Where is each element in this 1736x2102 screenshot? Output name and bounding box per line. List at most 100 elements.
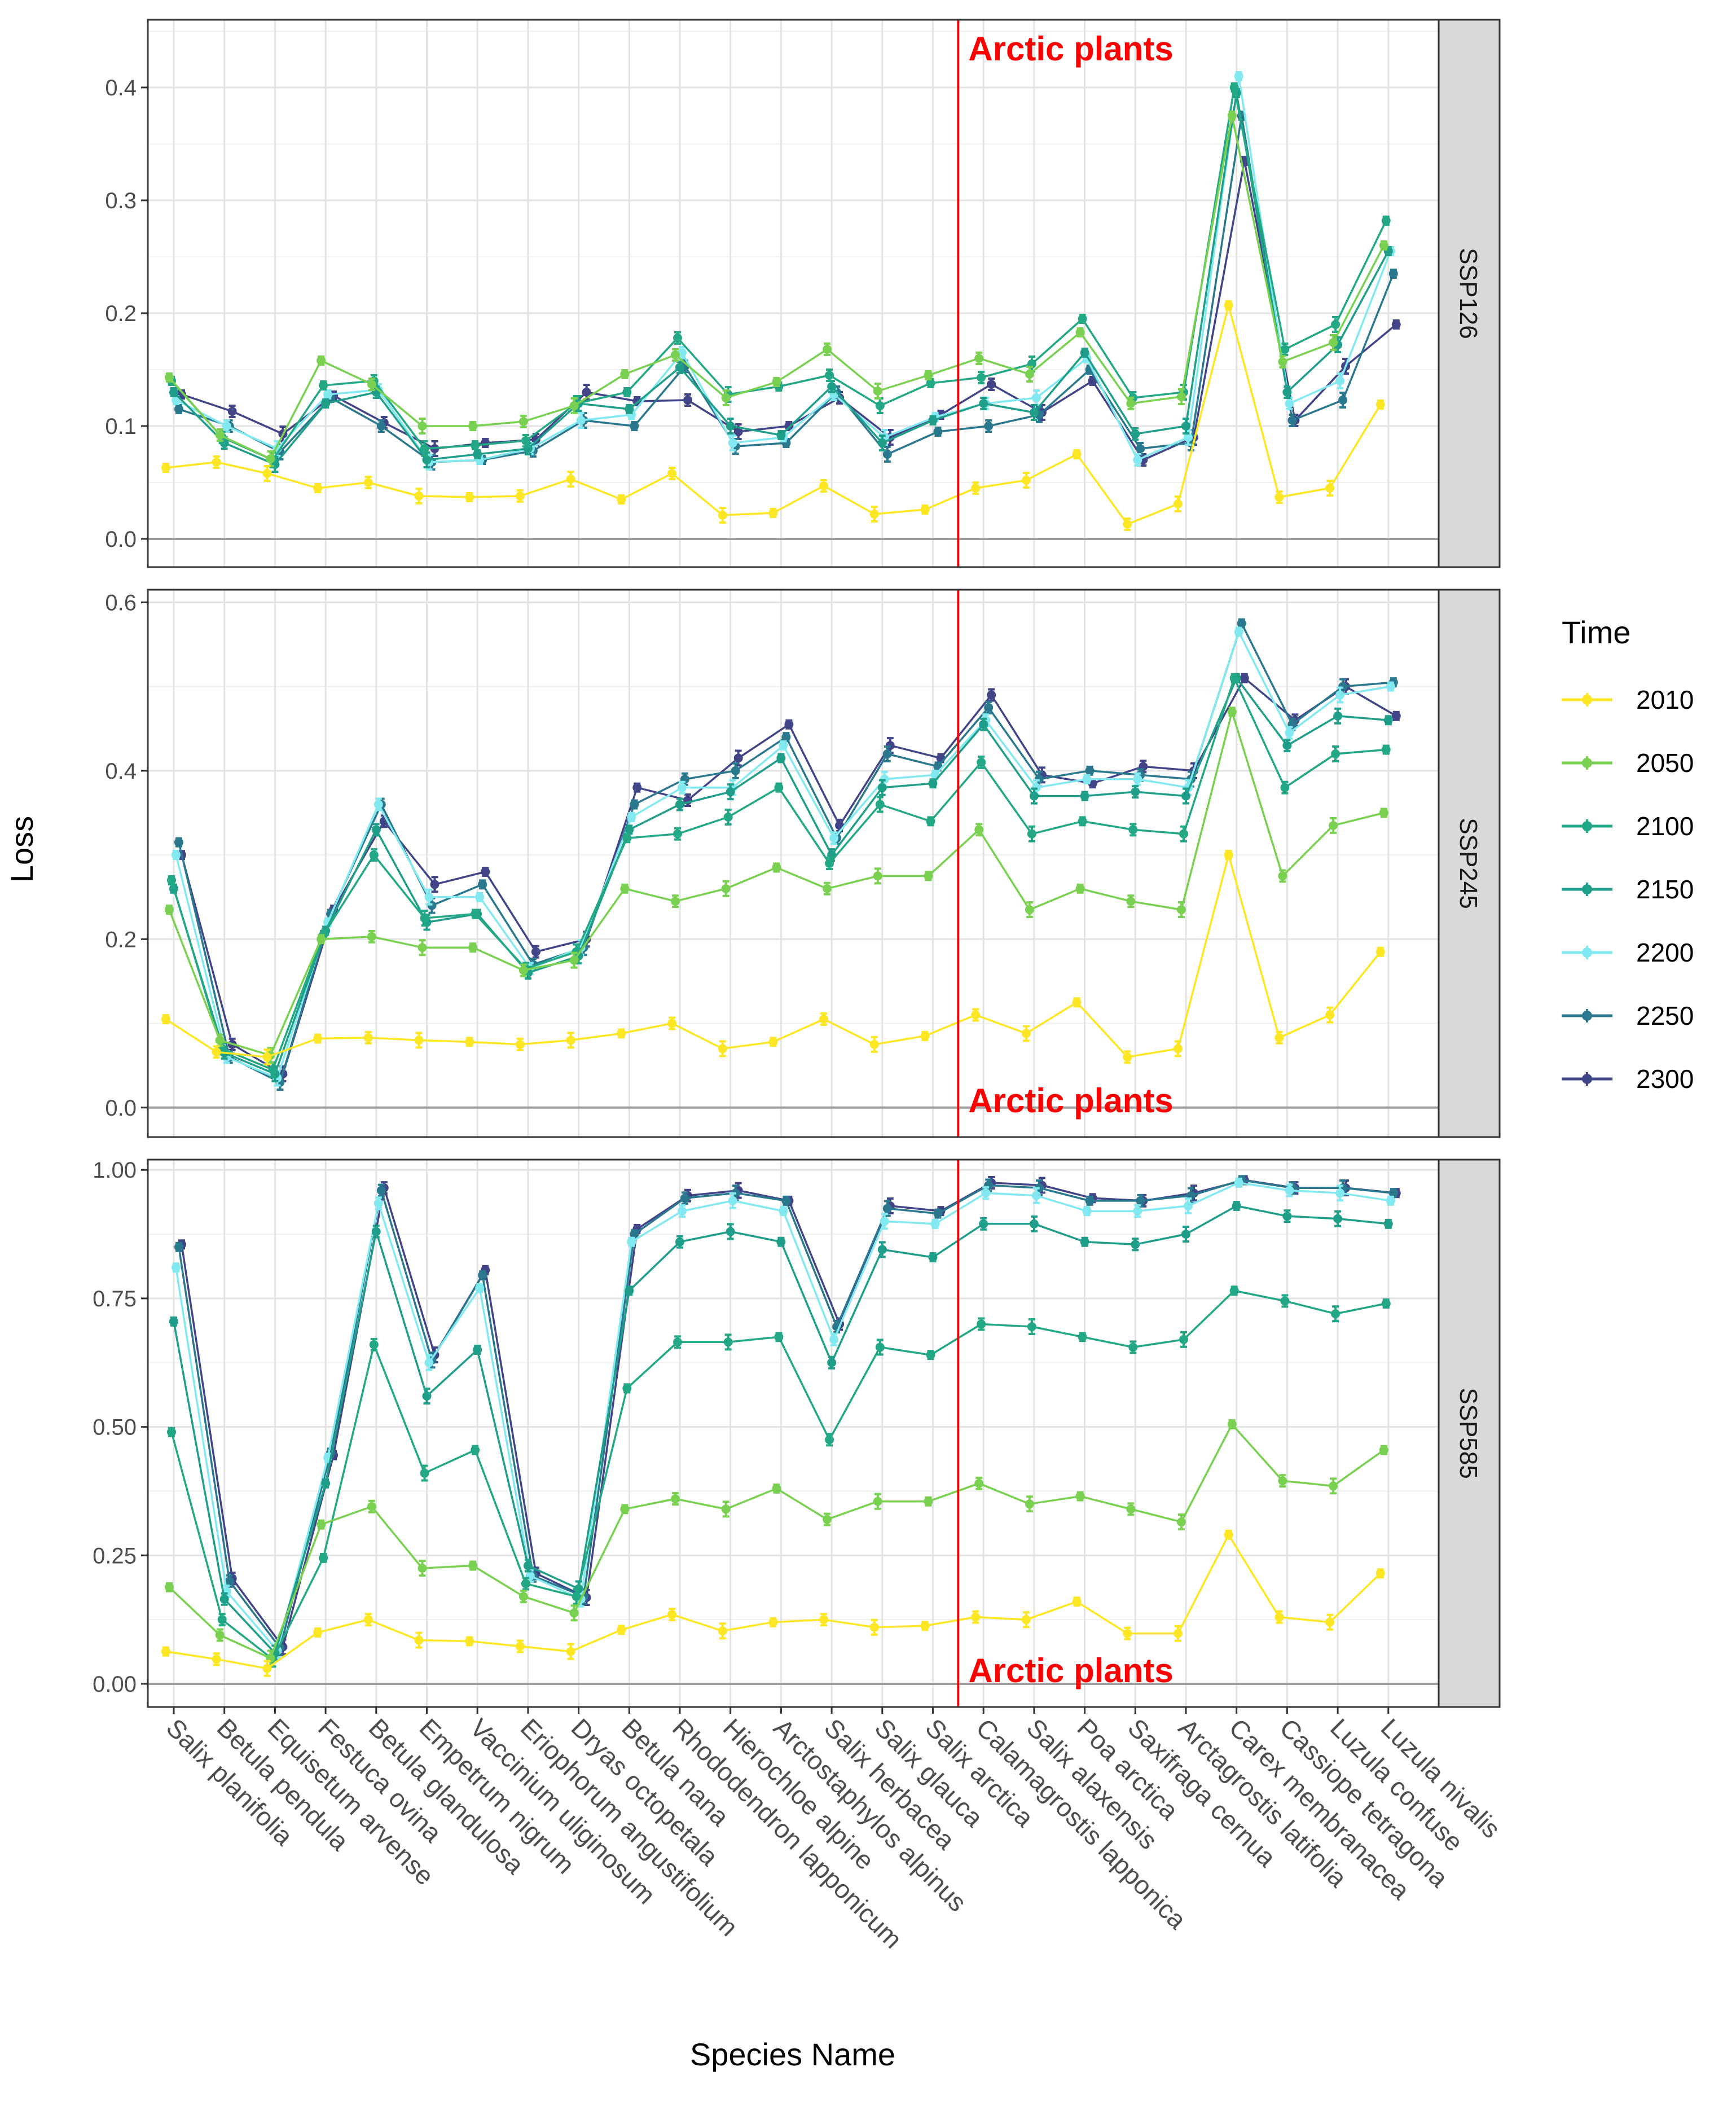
- data-point: [1085, 1196, 1095, 1205]
- data-point: [212, 458, 221, 467]
- data-point: [518, 417, 528, 426]
- data-point: [1123, 520, 1132, 529]
- data-point: [1282, 388, 1292, 397]
- data-point: [420, 444, 429, 453]
- data-point: [1282, 1212, 1292, 1221]
- data-point: [1184, 1201, 1193, 1210]
- data-point: [468, 422, 478, 431]
- data-point: [161, 1647, 170, 1656]
- data-point: [1383, 716, 1393, 725]
- data-point: [1136, 1196, 1145, 1205]
- data-point: [1274, 493, 1284, 502]
- data-point: [1331, 320, 1341, 329]
- data-point: [675, 363, 684, 372]
- data-point: [317, 934, 326, 944]
- panel-ssp245: 0.0 0.2 0.4 0.6 Arctic plants SSP245: [105, 589, 1501, 1138]
- data-point: [319, 381, 328, 390]
- data-point: [1078, 817, 1087, 826]
- y-tick-label: 0.2: [105, 301, 137, 326]
- legend-key-point: [1582, 695, 1592, 705]
- data-point: [566, 1647, 575, 1656]
- data-point: [977, 757, 986, 767]
- data-point: [169, 388, 178, 397]
- data-point: [971, 1010, 981, 1020]
- data-point: [1131, 1240, 1140, 1249]
- data-point: [774, 783, 784, 792]
- data-point: [518, 966, 528, 975]
- arctic-plants-label: Arctic plants: [968, 1082, 1173, 1120]
- data-point: [414, 1035, 424, 1045]
- data-point: [1278, 871, 1287, 881]
- data-point: [569, 1608, 579, 1618]
- data-point: [219, 1594, 229, 1604]
- data-point: [1080, 1237, 1089, 1247]
- data-point: [877, 783, 887, 792]
- legend-item-2050: 2050: [1562, 748, 1694, 778]
- data-point: [566, 475, 575, 484]
- data-point: [726, 422, 735, 431]
- legend-item-2100: 2100: [1562, 811, 1694, 841]
- facet-strip-label: SSP585: [1454, 1388, 1482, 1478]
- data-point: [1335, 690, 1345, 700]
- data-point: [776, 753, 786, 763]
- data-point: [424, 1358, 434, 1367]
- data-point: [984, 703, 994, 712]
- data-point: [262, 1664, 272, 1673]
- data-point: [1325, 1010, 1335, 1020]
- data-point: [779, 741, 788, 751]
- data-point: [882, 450, 892, 459]
- data-point: [673, 333, 682, 343]
- facet-strip-label: SSP126: [1454, 248, 1482, 339]
- data-point: [1027, 1322, 1036, 1332]
- data-point: [718, 511, 727, 520]
- series-2100: [167, 673, 1391, 1078]
- data-point: [1325, 484, 1335, 493]
- data-point: [971, 1612, 981, 1622]
- data-point: [1388, 269, 1398, 278]
- data-point: [933, 1209, 943, 1218]
- x-axis-title: Species Name: [690, 2037, 895, 2072]
- data-point: [367, 1502, 376, 1511]
- data-point: [1227, 707, 1237, 717]
- data-point: [1331, 1309, 1341, 1319]
- data-point: [726, 1227, 735, 1236]
- data-point: [161, 463, 170, 472]
- data-point: [317, 356, 326, 365]
- data-point: [1025, 905, 1034, 915]
- data-point: [174, 405, 183, 414]
- data-point: [1082, 774, 1092, 784]
- data-point: [371, 825, 381, 835]
- legend-label: 2010: [1636, 685, 1694, 714]
- data-point: [671, 350, 680, 359]
- data-point: [622, 1384, 632, 1393]
- data-point: [974, 1478, 984, 1488]
- data-point: [266, 454, 275, 463]
- data-point: [369, 1340, 379, 1349]
- data-point: [262, 1052, 272, 1062]
- data-point: [215, 1035, 225, 1045]
- data-point: [873, 387, 882, 396]
- data-point: [877, 438, 887, 447]
- data-point: [313, 1627, 323, 1637]
- data-point: [1329, 1481, 1338, 1491]
- data-point: [1075, 1491, 1085, 1501]
- data-point: [523, 1561, 533, 1570]
- data-point: [1229, 673, 1239, 683]
- data-point: [1391, 711, 1401, 721]
- data-point: [622, 388, 632, 397]
- data-point: [772, 1484, 781, 1493]
- data-point: [215, 431, 225, 440]
- data-point: [627, 812, 636, 822]
- data-point: [1029, 408, 1039, 417]
- data-point: [1227, 1420, 1237, 1429]
- data-point: [369, 850, 379, 860]
- data-point: [926, 1350, 935, 1360]
- data-point: [1027, 829, 1036, 839]
- data-point: [673, 829, 682, 839]
- legend-key-point: [1582, 884, 1592, 894]
- data-point: [979, 1219, 988, 1228]
- data-point: [422, 455, 432, 464]
- data-point: [1388, 1188, 1398, 1198]
- data-point: [827, 1358, 837, 1367]
- y-tick-label: 0.4: [105, 759, 137, 784]
